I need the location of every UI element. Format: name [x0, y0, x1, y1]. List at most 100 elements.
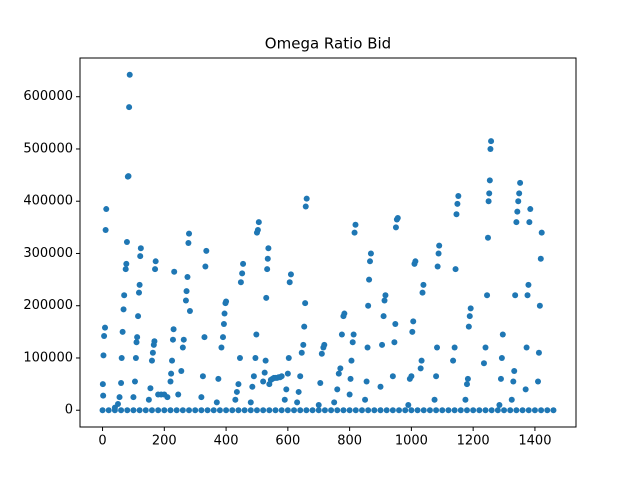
- point: [178, 368, 185, 375]
- point: [383, 407, 390, 414]
- point: [352, 407, 359, 414]
- point: [303, 195, 310, 202]
- point: [379, 341, 386, 348]
- point: [167, 378, 174, 385]
- point: [392, 224, 399, 231]
- point: [135, 313, 142, 320]
- point: [168, 370, 175, 377]
- point: [164, 394, 171, 401]
- point: [247, 407, 254, 414]
- point: [183, 288, 190, 295]
- point: [169, 357, 176, 364]
- point: [255, 219, 262, 226]
- point: [349, 339, 356, 346]
- point: [285, 354, 292, 361]
- point: [452, 266, 459, 273]
- point: [419, 289, 426, 296]
- point: [149, 349, 156, 356]
- point: [334, 386, 341, 393]
- point: [358, 407, 365, 414]
- point: [173, 407, 180, 414]
- point: [126, 71, 133, 78]
- point: [371, 407, 378, 414]
- point: [377, 383, 384, 390]
- point: [410, 318, 417, 325]
- point: [328, 407, 335, 414]
- point: [254, 226, 261, 233]
- point: [219, 334, 226, 341]
- point: [283, 386, 290, 393]
- point: [362, 396, 369, 403]
- y-tick-label: 400000: [23, 194, 73, 209]
- point: [118, 380, 125, 387]
- point: [171, 268, 178, 275]
- point: [137, 253, 144, 260]
- point: [476, 407, 483, 414]
- point: [167, 407, 174, 414]
- point: [186, 230, 193, 237]
- point: [247, 399, 254, 406]
- point: [522, 386, 529, 393]
- point: [300, 341, 307, 348]
- point: [203, 247, 210, 254]
- point: [420, 407, 427, 414]
- point: [240, 260, 247, 267]
- point: [482, 407, 489, 414]
- point: [130, 394, 137, 401]
- point: [347, 375, 354, 382]
- point: [315, 407, 322, 414]
- point: [155, 407, 162, 414]
- point: [232, 396, 239, 403]
- point: [175, 391, 182, 398]
- point: [409, 328, 416, 335]
- point: [264, 255, 271, 262]
- point: [132, 354, 139, 361]
- point: [523, 344, 530, 351]
- point: [420, 281, 427, 288]
- point: [486, 190, 493, 197]
- y-tick-label: 600000: [23, 89, 73, 104]
- point: [198, 394, 205, 401]
- y-tick-label: 100000: [23, 350, 73, 365]
- point: [366, 276, 373, 283]
- point: [281, 396, 288, 403]
- point: [264, 266, 271, 273]
- point: [169, 336, 176, 343]
- point: [535, 349, 542, 356]
- point: [291, 407, 298, 414]
- point: [513, 219, 520, 226]
- point: [147, 385, 154, 392]
- point: [253, 331, 260, 338]
- point: [297, 373, 304, 380]
- point: [377, 407, 384, 414]
- point: [496, 402, 503, 409]
- point: [338, 331, 345, 338]
- x-tick-label: 1000: [395, 434, 428, 449]
- point: [510, 378, 517, 385]
- point: [486, 177, 493, 184]
- point: [515, 198, 522, 205]
- point: [414, 407, 421, 414]
- point: [453, 211, 460, 218]
- point: [284, 407, 291, 414]
- point: [201, 334, 208, 341]
- point: [213, 399, 220, 406]
- point: [367, 250, 374, 257]
- point: [124, 407, 131, 414]
- point: [527, 206, 534, 213]
- point: [287, 271, 294, 278]
- point: [550, 407, 557, 414]
- point: [455, 192, 462, 199]
- point: [136, 407, 143, 414]
- point: [180, 336, 187, 343]
- point: [392, 321, 399, 328]
- point: [130, 407, 137, 414]
- point: [484, 292, 491, 299]
- point: [239, 270, 246, 277]
- point: [418, 357, 425, 364]
- point: [346, 407, 353, 414]
- point: [148, 407, 155, 414]
- point: [252, 354, 259, 361]
- point: [266, 407, 273, 414]
